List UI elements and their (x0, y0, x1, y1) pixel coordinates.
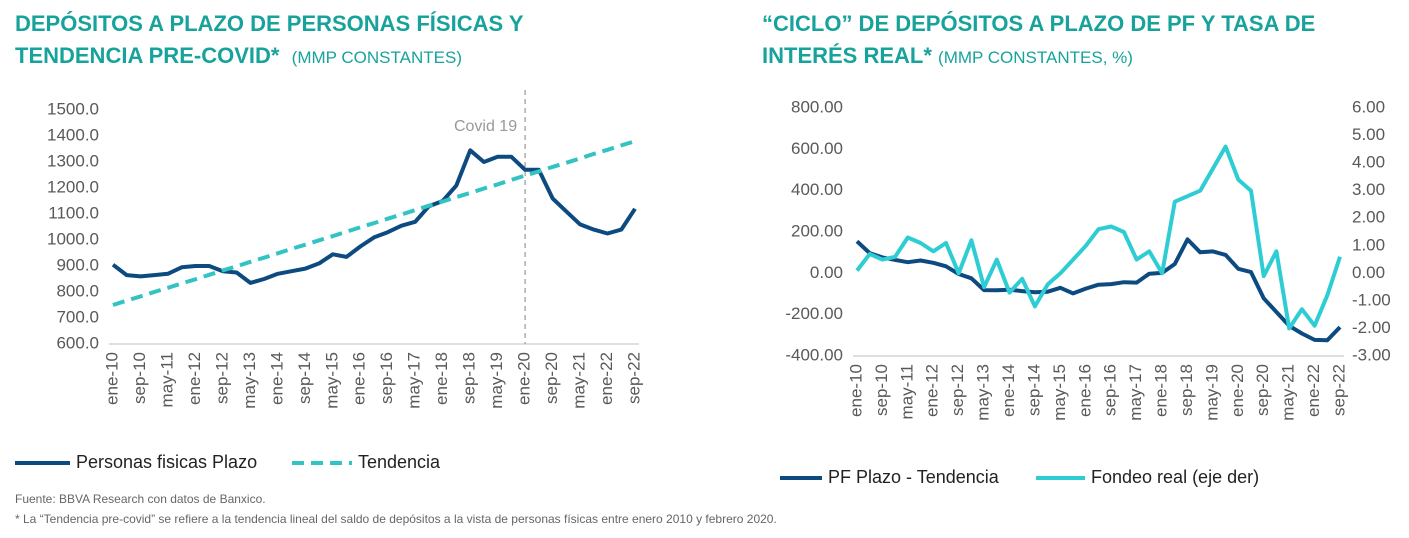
y-tick-label: 600.0 (56, 333, 99, 352)
chart-title: DEPÓSITOS A PLAZO DE PERSONAS FÍSICAS Y … (15, 8, 615, 74)
x-tick-label: sep-18 (1177, 364, 1196, 416)
series-line (112, 139, 636, 307)
x-tick-label: may-11 (157, 352, 176, 407)
y-tick-label: 1000.0 (47, 229, 99, 248)
x-tick-label: ene-10 (102, 352, 121, 405)
legend-label: Personas fisicas Plazo (76, 452, 257, 472)
x-tick-label: sep-14 (295, 352, 314, 404)
y2-tick-label: -1.00 (1352, 290, 1391, 309)
x-tick-label: sep-12 (948, 364, 967, 416)
x-tick-label: sep-22 (624, 352, 643, 404)
x-tick-label: may-19 (1202, 364, 1221, 421)
y2-tick-label: 3.00 (1352, 180, 1385, 199)
x-tick-label: may-15 (322, 352, 341, 409)
y2-tick-label: 1.00 (1352, 235, 1385, 254)
x-tick-label: sep-12 (212, 352, 231, 404)
y2-tick-label: 0.00 (1352, 263, 1385, 282)
x-tick-label: sep-16 (377, 352, 396, 404)
x-tick-label: may-15 (1050, 364, 1069, 421)
subtitle: (MMP CONSTANTES, %) (938, 48, 1133, 67)
x-tick-label: sep-18 (460, 352, 479, 404)
series-line (855, 237, 1342, 343)
x-tick-label: sep-20 (542, 352, 561, 404)
y-tick-label: 800.0 (56, 281, 99, 300)
x-tick-label: ene-14 (267, 352, 286, 405)
subtitle: (MMP CONSTANTES) (291, 48, 462, 67)
x-tick-label: sep-10 (872, 364, 891, 416)
series-line (855, 144, 1342, 331)
y-tick-label: 1200.0 (47, 177, 99, 196)
x-tick-label: sep-22 (1329, 364, 1348, 416)
x-tick-label: sep-20 (1253, 364, 1272, 416)
y2-tick-label: 6.00 (1352, 97, 1385, 116)
x-tick-label: ene-20 (515, 352, 534, 405)
y-tick-label: 1500.0 (47, 99, 99, 118)
y2-tick-label: 5.00 (1352, 125, 1385, 144)
x-tick-label: may-21 (570, 352, 589, 409)
y-tick-label: 400.00 (791, 180, 843, 199)
y-tick-label: 800.00 (791, 97, 843, 116)
y-tick-label: 200.00 (791, 221, 843, 240)
x-tick-label: may-11 (897, 364, 916, 419)
y-tick-label: 900.0 (56, 255, 99, 274)
title-text: DEPÓSITOS A PLAZO DE PERSONAS FÍSICAS Y … (15, 11, 524, 68)
x-tick-label: ene-16 (1075, 364, 1094, 417)
series-line (111, 148, 637, 285)
footnote: * La “Tendencia pre-covid” se refiere a … (15, 512, 777, 526)
x-tick-label: ene-10 (846, 364, 865, 417)
y-tick-label: 700.0 (56, 307, 99, 326)
y-tick-label: 0.00 (810, 263, 843, 282)
y-tick-label: 1100.0 (48, 203, 99, 222)
y-tick-label: 1300.0 (47, 151, 99, 170)
x-tick-label: ene-12 (923, 364, 942, 417)
y2-tick-label: -2.00 (1352, 318, 1391, 337)
x-tick-label: sep-16 (1101, 364, 1120, 416)
y2-tick-label: -3.00 (1352, 345, 1391, 364)
y-tick-label: -200.00 (785, 304, 843, 323)
x-tick-label: ene-22 (1304, 364, 1323, 417)
x-tick-label: may-17 (405, 352, 424, 409)
chart-title: “CICLO” DE DEPÓSITOS A PLAZO DE PF Y TAS… (762, 8, 1374, 74)
x-tick-label: may-13 (974, 364, 993, 421)
x-tick-label: sep-14 (1024, 364, 1043, 416)
x-tick-label: ene-18 (1152, 364, 1171, 417)
annotation-label: Covid 19 (454, 118, 517, 135)
x-tick-label: ene-16 (350, 352, 369, 405)
x-tick-label: may-21 (1279, 364, 1298, 421)
legend-label: Tendencia (358, 452, 441, 472)
legend-label: PF Plazo - Tendencia (828, 467, 1000, 487)
x-tick-label: may-19 (487, 352, 506, 409)
x-tick-label: ene-14 (999, 364, 1018, 417)
footnote: Fuente: BBVA Research con datos de Banxi… (15, 492, 266, 506)
x-tick-label: ene-18 (432, 352, 451, 405)
x-tick-label: ene-12 (185, 352, 204, 405)
legend-label: Fondeo real (eje der) (1091, 467, 1259, 487)
x-tick-label: may-13 (240, 352, 259, 409)
x-tick-label: ene-20 (1228, 364, 1247, 417)
y2-tick-label: 2.00 (1352, 208, 1385, 227)
x-tick-label: ene-22 (597, 352, 616, 405)
x-tick-label: may-17 (1126, 364, 1145, 421)
y-tick-label: 600.00 (791, 139, 843, 158)
y-tick-label: -400.00 (785, 345, 843, 364)
y2-tick-label: 4.00 (1352, 153, 1385, 172)
title-text: “CICLO” DE DEPÓSITOS A PLAZO DE PF Y TAS… (762, 11, 1316, 68)
x-tick-label: sep-10 (130, 352, 149, 404)
y-tick-label: 1400.0 (47, 125, 99, 144)
